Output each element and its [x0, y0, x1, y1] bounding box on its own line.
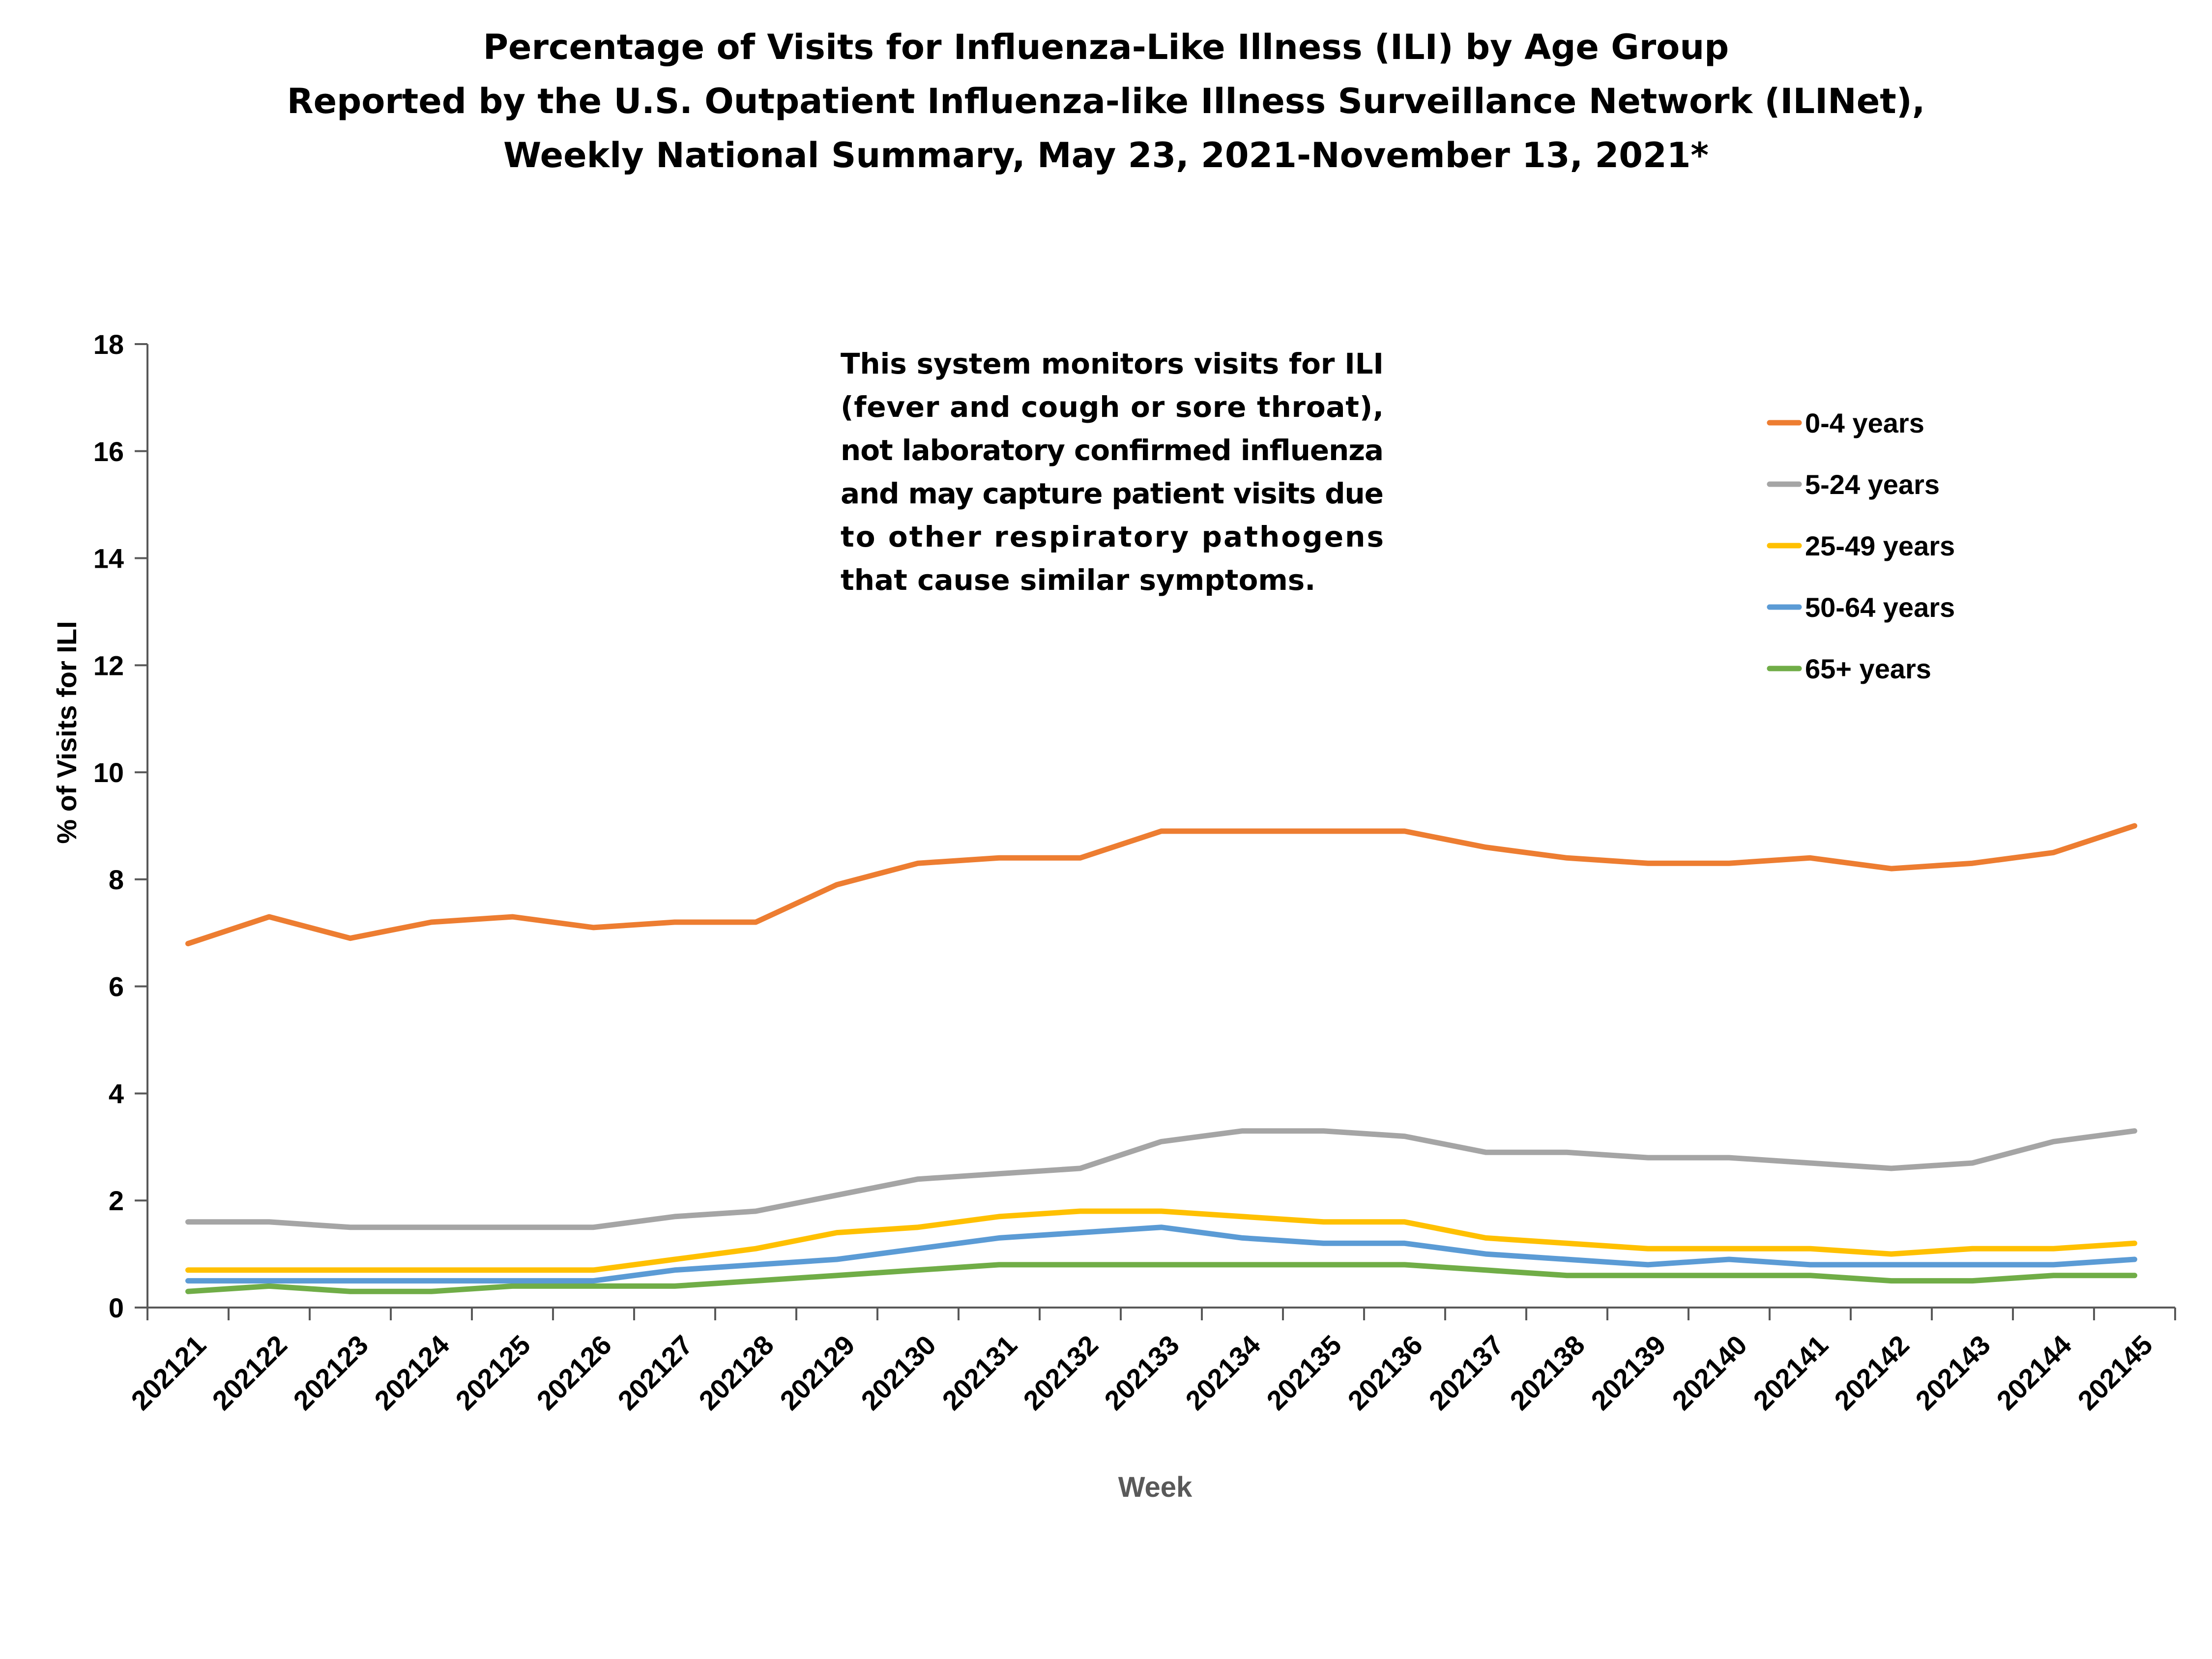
x-tick-label: 202134 — [1179, 1329, 1266, 1416]
x-tick-label: 202136 — [1341, 1329, 1428, 1416]
series-line-5-24-years — [185, 1128, 2137, 1230]
y-tick-label: 10 — [93, 757, 124, 788]
chart-title: Percentage of Visits for Influenza-Like … — [287, 27, 1925, 175]
x-tick-label: 202139 — [1585, 1329, 1672, 1416]
legend-label-0-4-years: 0-4 years — [1805, 407, 1924, 438]
y-tick-label: 0 — [109, 1292, 124, 1323]
x-tick-label: 202135 — [1260, 1329, 1347, 1416]
y-axis-title: % of Visits for ILI — [51, 621, 82, 844]
chart-title-line-1: Percentage of Visits for Influenza-Like … — [483, 27, 1729, 67]
x-tick-label: 202126 — [530, 1329, 617, 1416]
y-tick-label: 18 — [93, 329, 124, 360]
annotation-note: This system monitors visits for ILI (feve… — [841, 347, 1384, 597]
legend-label-50-64-years: 50-64 years — [1805, 592, 1955, 623]
y-tick-label: 12 — [93, 650, 124, 681]
x-tick-label: 202132 — [1017, 1329, 1104, 1416]
legend-label-5-24-years: 5-24 years — [1805, 469, 1940, 500]
chart-title-line-3: Weekly National Summary, May 23, 2021-No… — [503, 135, 1709, 175]
series-lines — [185, 823, 2137, 1294]
x-tick-label: 202128 — [693, 1329, 780, 1416]
x-tick-label: 202143 — [1909, 1329, 1996, 1416]
y-tick-label: 14 — [93, 543, 124, 574]
annotation-line: that cause similar symptoms. — [841, 563, 1315, 597]
x-tick-label: 202141 — [1747, 1329, 1834, 1416]
x-tick-label: 202123 — [287, 1329, 374, 1416]
x-tick-label: 202140 — [1666, 1329, 1753, 1416]
annotation-line: to other respiratory pathogens — [841, 520, 1384, 553]
x-tick-label: 202130 — [855, 1329, 942, 1416]
x-tick-label: 202138 — [1504, 1329, 1591, 1416]
series-line-25-49-years — [185, 1208, 2137, 1273]
y-tick-label: 4 — [109, 1078, 124, 1109]
x-tick-label: 202144 — [1990, 1329, 2077, 1416]
x-tick-label: 202137 — [1423, 1329, 1510, 1416]
legend: 0-4 years 5-24 years 25-49 years 50-64 year… — [1767, 407, 1955, 684]
annotation-line: not laboratory confirmed influenza — [841, 434, 1384, 467]
y-axis: 0 2 4 6 8 10 12 14 16 18 — [93, 329, 148, 1323]
annotation-line: and may capture patient visits due — [841, 477, 1384, 510]
x-tick-label: 202122 — [206, 1329, 293, 1416]
x-tick-label: 202133 — [1098, 1329, 1185, 1416]
x-tick-label: 202127 — [611, 1329, 699, 1416]
x-axis-title: Week — [1118, 1471, 1193, 1503]
annotation-line: This system monitors visits for ILI — [841, 347, 1384, 380]
x-tick-label: 202125 — [449, 1329, 536, 1416]
legend-label-25-49-years: 25-49 years — [1805, 530, 1955, 561]
series-line-0-4-years — [185, 823, 2137, 947]
x-tick-label: 202124 — [368, 1329, 455, 1416]
x-tick-label: 202129 — [774, 1329, 861, 1416]
x-axis: 2021212021222021232021242021252021262021… — [125, 1307, 2176, 1416]
legend-label-65plus-years: 65+ years — [1805, 653, 1931, 684]
y-tick-label: 8 — [109, 864, 124, 895]
series-line-50-64-years — [185, 1224, 2137, 1284]
y-tick-label: 16 — [93, 436, 124, 467]
x-tick-label: 202131 — [936, 1329, 1023, 1416]
y-tick-label: 6 — [109, 971, 124, 1002]
chart-title-line-2: Reported by the U.S. Outpatient Influenz… — [287, 81, 1925, 121]
annotation-line: (fever and cough or sore throat), — [841, 390, 1384, 424]
x-tick-label: 202142 — [1828, 1329, 1915, 1416]
y-tick-label: 2 — [109, 1185, 124, 1216]
series-line-65plus-years — [185, 1262, 2137, 1294]
x-tick-label: 202121 — [125, 1329, 212, 1416]
x-tick-label: 202145 — [2071, 1329, 2158, 1416]
